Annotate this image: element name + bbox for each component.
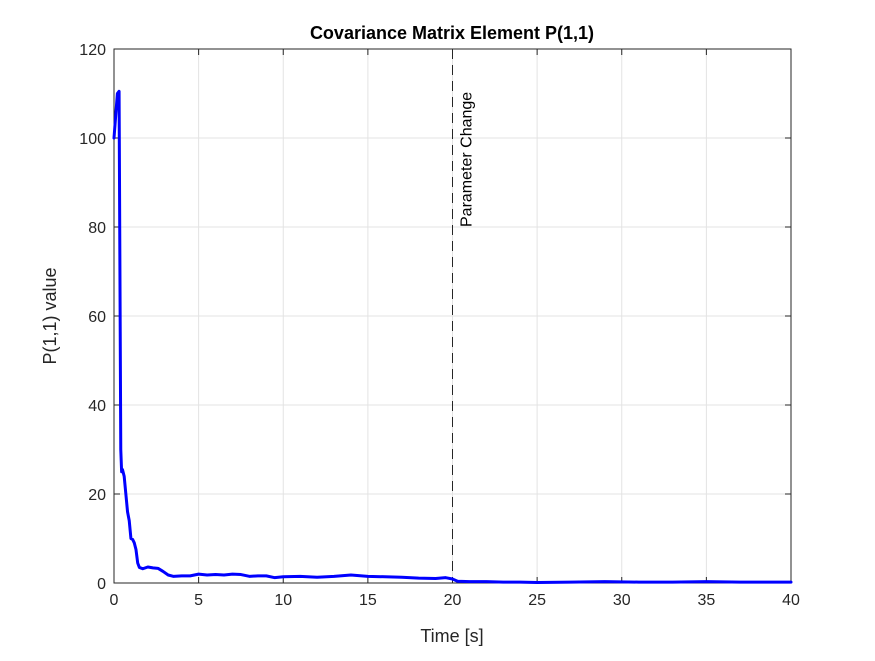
x-tick-label: 15	[359, 592, 377, 609]
x-tick-label: 25	[528, 592, 546, 609]
x-axis-ticks: 0 5 10 15 20 25 30 35 40	[110, 49, 800, 609]
x-axis-label: Time [s]	[420, 626, 483, 646]
annotation-parameter-change: Parameter Change	[459, 92, 476, 227]
y-axis-ticks: 0 20 40 60 80 100 120	[79, 42, 791, 593]
chart-title: Covariance Matrix Element P(1,1)	[310, 23, 594, 43]
y-tick-label: 20	[88, 487, 106, 504]
y-tick-label: 120	[79, 42, 106, 59]
x-tick-label: 0	[110, 592, 119, 609]
series-line-p11	[112, 89, 793, 585]
y-axis-label: P(1,1) value	[40, 267, 60, 364]
y-tick-label: 100	[79, 131, 106, 148]
y-tick-label: 40	[88, 398, 106, 415]
x-tick-label: 30	[613, 592, 631, 609]
x-tick-label: 35	[697, 592, 715, 609]
y-tick-label: 60	[88, 309, 106, 326]
x-tick-label: 20	[444, 592, 462, 609]
x-tick-label: 5	[194, 592, 203, 609]
x-tick-label: 40	[782, 592, 800, 609]
x-tick-label: 10	[274, 592, 292, 609]
y-tick-label: 80	[88, 220, 106, 237]
y-tick-label: 0	[97, 576, 106, 593]
